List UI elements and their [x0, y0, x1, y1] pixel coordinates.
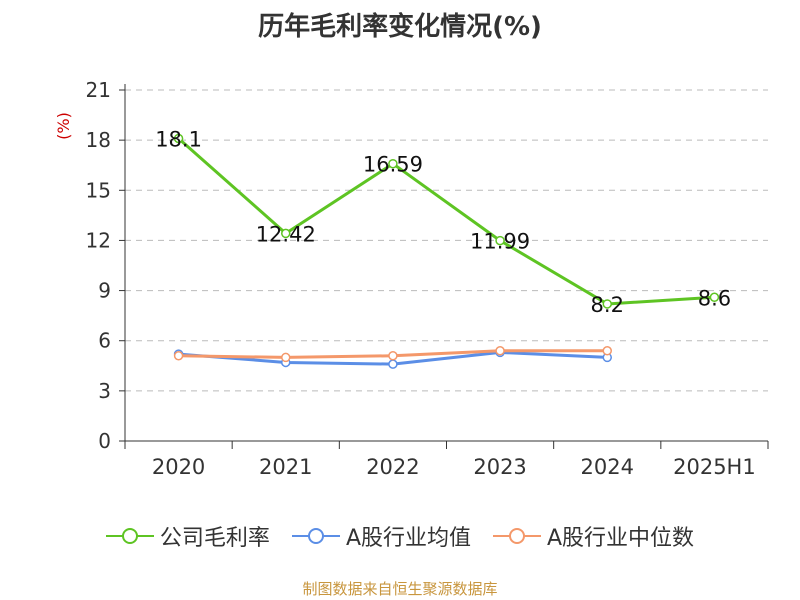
y-tick-label: 6 — [98, 329, 111, 353]
legend-item-industry-mean[interactable]: A股行业均值 — [291, 520, 471, 552]
legend-item-industry-median[interactable]: A股行业中位数 — [493, 520, 694, 552]
y-tick-label: 3 — [98, 379, 111, 403]
y-tick-label: 15 — [86, 178, 111, 202]
y-tick-label: 0 — [98, 429, 111, 453]
x-tick-label: 2025H1 — [673, 455, 756, 479]
data-point — [173, 133, 184, 144]
legend-label: A股行业均值 — [345, 526, 471, 551]
y-tick-label: 21 — [86, 78, 111, 102]
y-axis-label: (%) — [54, 112, 73, 140]
axes: 0 3 6 9 12 15 18 21 (%) 2020 2021 2022 2023 2024 2025H… — [54, 78, 769, 479]
data-point — [281, 352, 291, 363]
legend-marker-icon — [493, 528, 541, 544]
data-point — [281, 228, 291, 239]
x-tick-label: 2022 — [366, 455, 419, 479]
data-point — [495, 345, 505, 356]
legend-marker-icon — [105, 528, 154, 544]
y-tick-label: 9 — [98, 279, 111, 303]
source-note: 制图数据来自恒生聚源数据库 — [302, 580, 498, 598]
legend-label: A股行业中位数 — [547, 526, 695, 551]
x-tick-label: 2020 — [152, 455, 205, 479]
data-label: 11.99 — [470, 230, 530, 254]
y-tick-label: 18 — [86, 128, 111, 152]
data-label: 8.2 — [591, 293, 624, 317]
data-labels: 18.1 12.42 16.59 11.99 8.2 8.6 — [155, 127, 731, 316]
data-point — [173, 351, 184, 361]
series-lines — [173, 133, 720, 369]
data-point — [495, 235, 505, 246]
data-point — [602, 345, 612, 356]
data-label: 16.59 — [363, 153, 423, 177]
x-tick-label: 2024 — [581, 455, 634, 479]
legend-item-company[interactable]: 公司毛利率 — [105, 520, 270, 552]
chart-title: 历年毛利率变化情况(%) — [258, 12, 542, 42]
data-point — [602, 299, 612, 309]
x-tick-label: 2023 — [473, 455, 526, 479]
data-label: 18.1 — [155, 127, 202, 151]
legend-label: 公司毛利率 — [159, 526, 270, 551]
data-point — [388, 359, 398, 369]
legend-marker-icon — [291, 528, 340, 544]
gridlines — [125, 89, 768, 392]
data-point — [388, 158, 398, 169]
data-point — [709, 292, 720, 303]
data-label: 12.42 — [256, 222, 316, 246]
x-tick-label: 2021 — [259, 455, 312, 479]
series-line — [177, 137, 715, 306]
data-point — [388, 351, 398, 361]
legend: 公司毛利率 A股行业均值 A股行业中位数 — [0, 520, 800, 552]
data-label: 8.6 — [698, 286, 731, 310]
y-tick-label: 12 — [86, 228, 111, 252]
